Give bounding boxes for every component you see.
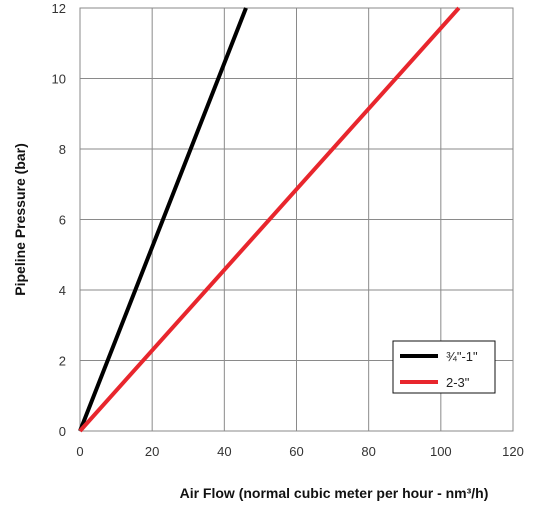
series-layer — [78, 6, 461, 433]
legend-label-3-4-1: ¾"-1" — [446, 349, 478, 364]
x-tick-label: 80 — [361, 444, 375, 459]
series-line-1 — [78, 6, 461, 433]
y-tick-label: 2 — [59, 354, 66, 369]
series-line-0 — [78, 7, 248, 432]
y-tick-label: 10 — [52, 72, 66, 87]
legend: ¾"-1" 2-3" — [392, 340, 496, 394]
x-tick-label: 0 — [76, 444, 83, 459]
legend-label-2-3: 2-3" — [446, 375, 470, 390]
y-tick-label: 6 — [59, 213, 66, 228]
plot-frame — [79, 7, 514, 432]
x-tick-label: 120 — [502, 444, 524, 459]
y-tick-label: 12 — [52, 1, 66, 16]
legend-box — [392, 340, 496, 394]
x-tick-label: 60 — [289, 444, 303, 459]
x-tick-label: 20 — [145, 444, 159, 459]
tick-labels: 0 20 40 60 80 100 120 0 2 4 6 8 10 12 — [52, 1, 524, 459]
y-tick-label: 8 — [59, 142, 66, 157]
y-tick-label: 4 — [59, 283, 66, 298]
y-axis-label: Pipeline Pressure (bar) — [12, 143, 28, 296]
x-axis-label: Air Flow (normal cubic meter per hour - … — [180, 485, 489, 501]
y-tick-label: 0 — [59, 424, 66, 439]
x-tick-label: 100 — [430, 444, 452, 459]
x-tick-label: 40 — [217, 444, 231, 459]
